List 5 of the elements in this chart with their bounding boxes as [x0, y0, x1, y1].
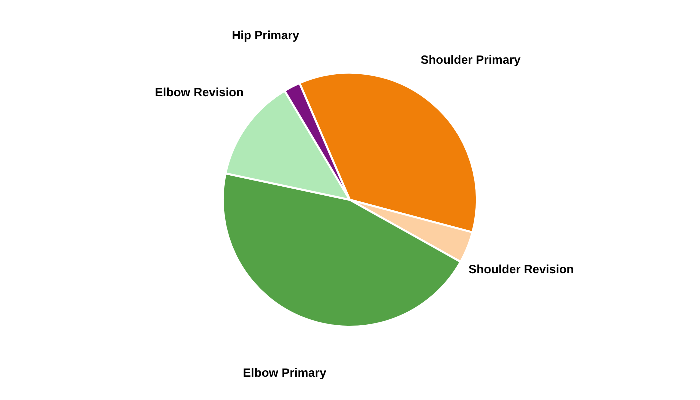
- slice-label: Shoulder Primary: [420, 52, 522, 67]
- slice-label: Elbow Revision: [155, 85, 244, 100]
- slice-label: Shoulder Revision: [468, 262, 574, 276]
- slice-label: Elbow Primary: [243, 366, 327, 380]
- slice-label: Hip Primary: [232, 28, 300, 42]
